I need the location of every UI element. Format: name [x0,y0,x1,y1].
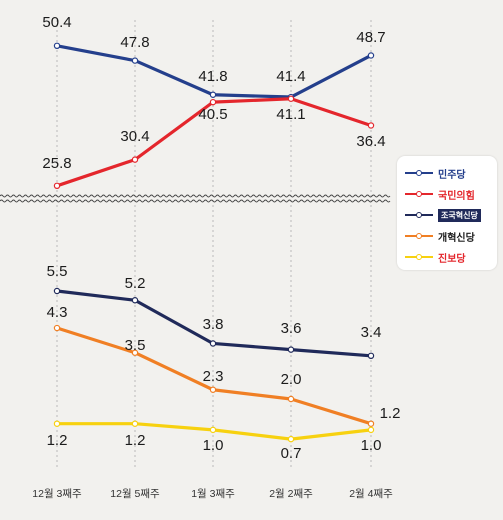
data-label-p1-s2-4: 1.0 [361,437,382,454]
data-point-p1-s2-0 [53,420,61,427]
legend-label-1: 국민의힘 [438,190,475,202]
data-label-p1-s0-4: 3.4 [361,324,382,341]
data-label-p1-s0-0: 5.5 [47,263,68,280]
data-label-p0-s0-4: 48.7 [356,29,385,46]
data-label-p1-s1-2: 2.3 [203,368,224,385]
data-label-p0-s0-2: 41.8 [198,68,227,85]
data-point-p1-s1-1 [131,349,139,356]
data-label-p0-s0-3: 41.4 [276,68,305,85]
data-point-p1-s0-4 [367,352,375,360]
data-point-p0-s1-0 [53,182,61,189]
data-label-p1-s2-1: 1.2 [125,432,146,449]
legend-swatch-4 [405,252,433,262]
data-point-p1-s0-2 [209,340,217,347]
data-label-p1-s2-3: 0.7 [281,445,302,462]
data-point-p1-s2-1 [131,420,139,427]
legend-item-3: 개혁신당 [405,226,475,246]
legend-swatch-0 [405,168,433,178]
x-tick-label-0: 12월 3째주 [32,488,82,500]
data-label-p0-s1-4: 36.4 [356,133,385,150]
legend-label-2: 조국혁신당 [438,208,481,222]
data-point-p1-s0-3 [287,346,295,353]
legend-label-4: 진보당 [438,253,466,265]
data-label-p0-s1-2: 40.5 [198,106,227,123]
legend-item-1: 국민의힘 [405,184,475,204]
data-point-p0-s1-1 [131,156,139,163]
data-labels: 50.4 47.8 41.8 41.4 48.7 25.8 30.4 40.5 41.1 36.4… [42,14,400,462]
data-point-p0-s0-0 [53,42,61,50]
data-label-p1-s0-2: 3.8 [203,316,224,333]
legend-label-3: 개혁신당 [438,232,475,244]
data-label-p1-s1-4: 1.2 [380,405,401,422]
data-label-p1-s2-2: 1.0 [203,437,224,454]
data-label-p1-s1-1: 3.5 [125,337,146,354]
series-points [53,42,375,443]
data-point-p0-s1-2 [209,98,217,106]
data-point-p1-s0-1 [131,297,139,304]
data-label-p0-s1-1: 30.4 [120,128,149,145]
data-label-p0-s1-0: 25.8 [42,155,71,172]
x-tick-labels: 12월 3째주 12월 5째주 1월 3째주 2월 2째주 2월 4째주 [32,488,393,500]
data-point-p0-s0-2 [209,91,217,98]
data-label-p1-s1-0: 4.3 [47,304,68,321]
legend-swatch-1 [405,189,433,199]
legend-label-0: 민주당 [438,169,466,181]
data-point-p1-s2-2 [209,426,217,434]
data-point-p1-s0-0 [53,287,61,295]
data-point-p0-s0-1 [131,57,139,64]
legend-item-4: 진보당 [405,247,466,267]
x-tick-label-1: 12월 5째주 [110,488,160,500]
data-label-p1-s2-0: 1.2 [47,432,68,449]
data-label-p0-s0-1: 47.8 [120,34,149,51]
data-point-p0-s0-4 [367,52,375,59]
legend-swatch-2 [405,210,433,220]
data-point-p1-s2-3 [287,435,295,443]
axis-break-marker [0,194,391,203]
data-label-p1-s1-3: 2.0 [281,371,302,388]
x-tick-label-3: 2월 2째주 [269,488,313,500]
data-point-p1-s1-3 [287,395,295,403]
break-wave-1 [0,199,391,203]
data-label-p1-s0-1: 5.2 [125,275,146,292]
data-label-p1-s0-3: 3.6 [281,320,302,337]
x-tick-label-2: 1월 3째주 [191,488,235,500]
data-point-p0-s1-4 [367,122,375,129]
data-label-p0-s1-3: 41.1 [276,106,305,123]
legend-item-2: 조국혁신당 [405,205,481,225]
data-point-p1-s1-4 [367,420,375,427]
x-tick-label-4: 2월 4째주 [349,488,393,500]
legend-swatch-3 [405,231,433,241]
data-label-p0-s0-0: 50.4 [42,14,71,31]
data-point-p1-s1-0 [53,324,61,332]
gridlines [56,20,372,470]
data-point-p1-s2-4 [367,426,375,434]
data-point-p1-s1-2 [209,386,217,393]
legend-item-0: 민주당 [405,163,466,183]
data-point-p0-s1-3 [287,95,295,102]
break-wave-0 [0,194,391,198]
